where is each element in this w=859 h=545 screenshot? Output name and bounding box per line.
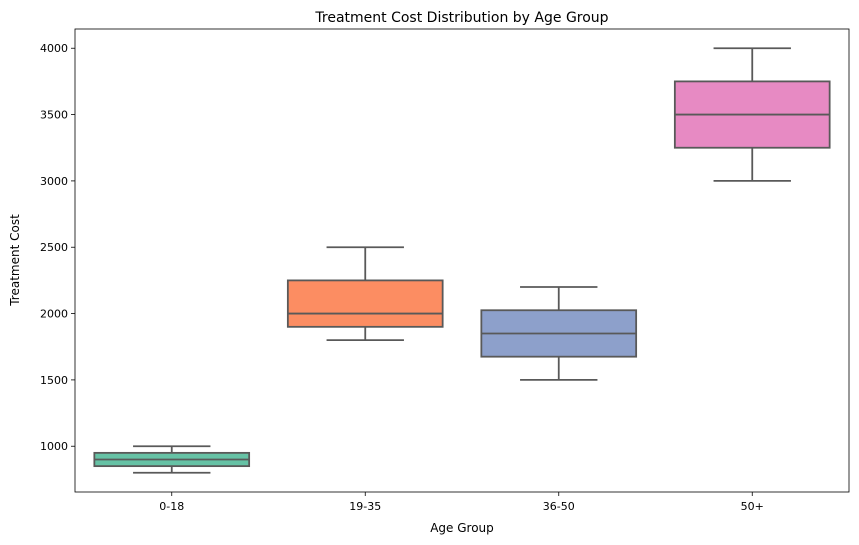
x-tick-label: 19-35 xyxy=(349,500,381,513)
x-axis: 0-18 19-35 36-50 50+ xyxy=(159,492,764,513)
chart-title: Treatment Cost Distribution by Age Group xyxy=(314,10,608,26)
y-tick-label: 1500 xyxy=(40,374,68,387)
x-tick-label: 50+ xyxy=(741,500,764,513)
y-tick-label: 2500 xyxy=(40,241,68,254)
y-tick-label: 1000 xyxy=(40,440,68,453)
box-50+ xyxy=(673,47,831,182)
y-tick-label: 3500 xyxy=(40,109,68,122)
box-iqr xyxy=(286,279,444,328)
y-tick-label: 3000 xyxy=(40,175,68,188)
y-axis: 1000 1500 2000 2500 3000 3500 4000 xyxy=(40,42,75,453)
box-36-50 xyxy=(480,286,638,381)
y-tick-label: 2000 xyxy=(40,308,68,321)
box-19-35 xyxy=(286,246,444,341)
y-tick-label: 4000 xyxy=(40,42,68,55)
x-tick-label: 36-50 xyxy=(543,500,575,513)
y-axis-label: Treatment Cost xyxy=(8,214,22,307)
x-tick-label: 0-18 xyxy=(159,500,184,513)
boxes xyxy=(93,47,831,474)
x-axis-label: Age Group xyxy=(430,521,494,535)
box-0-18 xyxy=(93,445,251,474)
